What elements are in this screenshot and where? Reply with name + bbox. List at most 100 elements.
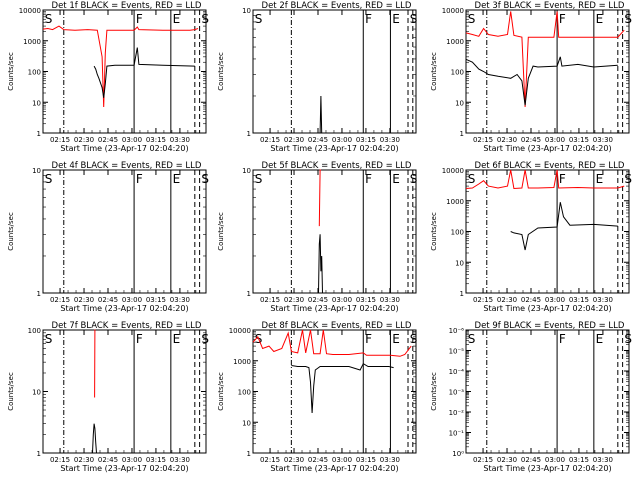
marker-label: S — [468, 12, 476, 26]
y-tick-label: 10 — [242, 167, 251, 175]
x-tick-label: 02:15 — [50, 136, 70, 144]
x-tick-label: 03:15 — [146, 136, 166, 144]
x-tick-label: 02:45 — [98, 296, 118, 304]
y-tick-label: 1000 — [446, 198, 464, 206]
x-tick-label: 03:00 — [332, 296, 352, 304]
y-tick-label: 10000 — [229, 327, 251, 335]
x-tick-label: 02:15 — [260, 296, 280, 304]
x-axis-label: Start Time (23-Apr-17 02:04:20) — [270, 144, 398, 153]
x-tick-label: 02:45 — [521, 136, 541, 144]
y-tick-label: 1 — [460, 130, 464, 138]
series-events-line — [465, 56, 618, 106]
x-tick-label: 03:15 — [146, 296, 166, 304]
marker-label: S — [255, 172, 263, 186]
marker-label: E — [173, 332, 181, 346]
x-axis-label: Start Time (23-Apr-17 02:04:20) — [270, 464, 398, 473]
x-tick-label: 02:45 — [308, 456, 328, 464]
panel-title: Det 6f BLACK = Events, RED = LLD — [475, 161, 625, 171]
plot-frame — [42, 169, 207, 294]
x-tick-label: 03:30 — [170, 296, 190, 304]
x-tick-label: 02:30 — [284, 296, 304, 304]
panel-5: Det 5f BLACK = Events, RED = LLD Counts/s… — [217, 161, 417, 313]
marker-label: E — [596, 172, 604, 186]
x-tick-label: 03:30 — [380, 136, 400, 144]
y-axis-label: Counts/sec — [217, 52, 225, 91]
x-tick-label: 03:30 — [380, 296, 400, 304]
y-tick-label: 10 — [242, 7, 251, 15]
y-tick-label: 1000 — [23, 38, 41, 46]
x-tick-label: 03:00 — [545, 296, 565, 304]
panel-title: Det 4f BLACK = Events, RED = LLD — [52, 161, 202, 171]
series-events-line — [510, 202, 618, 251]
x-axis-label: Start Time (23-Apr-17 02:04:20) — [483, 304, 611, 313]
panel-title: Det 7f BLACK = Events, RED = LLD — [52, 321, 202, 331]
plot-frame — [42, 329, 207, 454]
x-axis-label: Start Time (23-Apr-17 02:04:20) — [60, 464, 188, 473]
x-axis-label: Start Time (23-Apr-17 02:04:20) — [483, 144, 611, 153]
series-events-line — [319, 95, 323, 134]
marker-label: S — [410, 172, 418, 186]
marker-label: S — [410, 12, 418, 26]
marker-label: S — [45, 172, 53, 186]
panel-title: Det 5f BLACK = Events, RED = LLD — [262, 161, 412, 171]
y-tick-label: 10 — [242, 419, 251, 427]
marker-label: S — [201, 172, 209, 186]
x-tick-label: 03:30 — [593, 456, 613, 464]
y-axis-label: Counts/sec — [430, 372, 438, 411]
y-tick-label: 10 — [455, 259, 464, 267]
plot-frame — [252, 9, 417, 134]
y-tick-label: 100 — [451, 69, 464, 77]
plot-frame — [252, 169, 417, 294]
series-lld-line — [318, 169, 321, 227]
y-tick-label: 10⁻¹ — [449, 430, 465, 438]
y-tick-label: 10⁻⁶ — [449, 327, 465, 335]
panel-9: Det 9f BLACK = Events, RED = LLD Counts/s… — [430, 321, 632, 473]
panel-6: Det 6f BLACK = Events, RED = LLD Counts/s… — [430, 161, 632, 313]
plot-frame — [252, 329, 417, 454]
series-events-line — [92, 423, 97, 454]
y-tick-label: 10⁻⁵ — [449, 348, 465, 356]
x-tick-label: 03:30 — [170, 136, 190, 144]
panel-title: Det 8f BLACK = Events, RED = LLD — [262, 321, 412, 331]
marker-label: E — [596, 332, 604, 346]
y-tick-label: 100 — [28, 69, 41, 77]
x-tick-label: 02:30 — [74, 296, 94, 304]
x-tick-label: 02:15 — [473, 296, 493, 304]
y-tick-label: 100 — [451, 229, 464, 237]
marker-label: E — [392, 172, 400, 186]
x-axis-label: Start Time (23-Apr-17 02:04:20) — [270, 304, 398, 313]
panel-3: Det 3f BLACK = Events, RED = LLD Counts/s… — [430, 1, 632, 153]
x-tick-label: 03:00 — [122, 456, 142, 464]
marker-label: S — [624, 332, 632, 346]
x-tick-label: 02:30 — [74, 456, 94, 464]
marker-label: F — [365, 172, 372, 186]
marker-label: E — [392, 332, 400, 346]
x-tick-label: 03:00 — [545, 456, 565, 464]
y-tick-label: 10 — [32, 99, 41, 107]
x-tick-label: 03:15 — [569, 136, 589, 144]
y-tick-label: 1 — [37, 130, 41, 138]
y-tick-label: 10⁻³ — [449, 389, 465, 397]
x-tick-label: 02:30 — [74, 136, 94, 144]
y-tick-label: 1 — [247, 450, 251, 458]
x-axis-label: Start Time (23-Apr-17 02:04:20) — [60, 144, 188, 153]
y-axis-label: Counts/sec — [217, 212, 225, 251]
y-tick-label: 10⁻² — [449, 409, 465, 417]
x-tick-label: 03:15 — [146, 456, 166, 464]
panel-1: Det 1f BLACK = Events, RED = LLD Counts/s… — [7, 1, 209, 153]
x-tick-label: 03:00 — [122, 136, 142, 144]
series-events-line — [93, 47, 195, 98]
panel-title: Det 2f BLACK = Events, RED = LLD — [262, 1, 412, 11]
y-axis-label: Counts/sec — [430, 52, 438, 91]
x-axis-label: Start Time (23-Apr-17 02:04:20) — [483, 464, 611, 473]
x-tick-label: 03:30 — [593, 136, 613, 144]
y-tick-label: 1 — [247, 290, 251, 298]
y-axis-label: Counts/sec — [217, 372, 225, 411]
panel-title: Det 3f BLACK = Events, RED = LLD — [475, 1, 625, 11]
panel-title: Det 1f BLACK = Events, RED = LLD — [52, 1, 202, 11]
panel-7: Det 7f BLACK = Events, RED = LLD Counts/s… — [7, 321, 209, 473]
x-tick-label: 03:15 — [569, 296, 589, 304]
x-tick-label: 02:15 — [50, 296, 70, 304]
marker-label: F — [365, 332, 372, 346]
series-events-line — [291, 363, 394, 414]
